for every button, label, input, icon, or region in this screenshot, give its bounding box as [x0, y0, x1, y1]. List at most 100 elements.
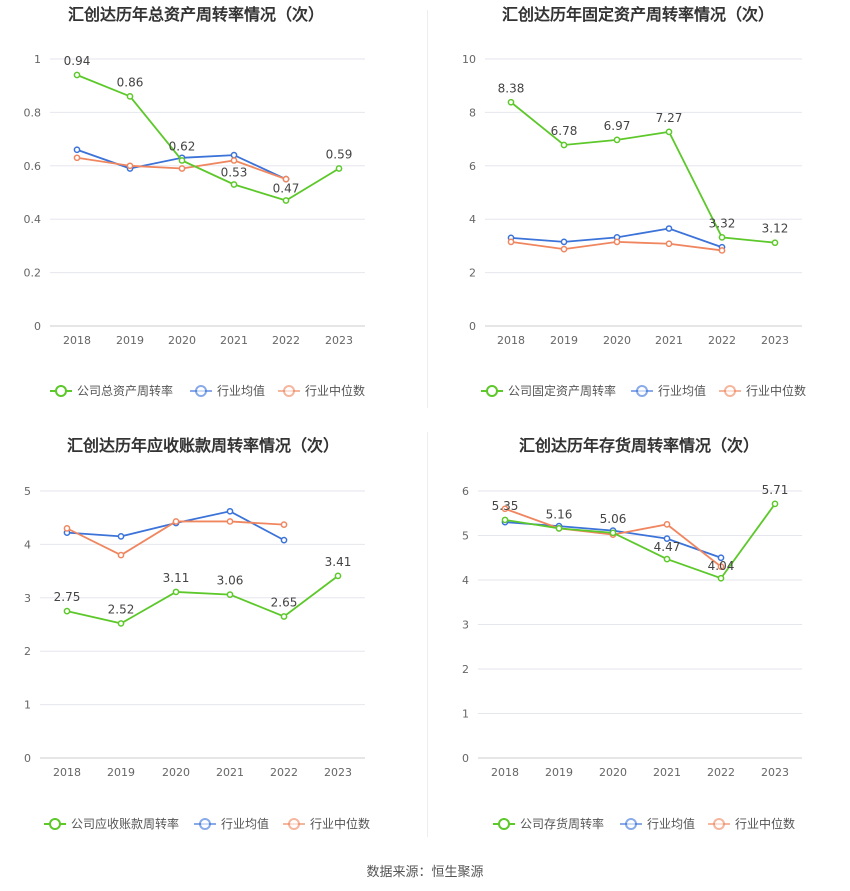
chart-4-series-company-point — [501, 516, 509, 524]
chart-2-y-tick-label: 10 — [462, 53, 476, 66]
chart-3-series-company-point — [226, 591, 234, 598]
chart-1-series-median-point — [230, 157, 238, 164]
chart-1-y-tick-label: 0.8 — [24, 106, 42, 119]
chart-2-series-company-point — [665, 128, 673, 136]
chart-1-x-tick-label: 2019 — [116, 334, 144, 347]
chart-2-data-label: 7.27 — [656, 111, 683, 125]
chart-3-series-average-point — [117, 533, 125, 540]
chart-2-series-median-point — [665, 240, 673, 248]
chart-3-y-tick-label: 1 — [24, 699, 31, 712]
chart-4-series-company-point — [555, 525, 563, 532]
chart-2-series-median-point — [507, 238, 515, 246]
chart-1-series-company-line — [76, 74, 340, 202]
chart-1-series-average-point — [230, 151, 238, 159]
chart-1-series-company-point — [282, 197, 290, 204]
chart-3-title: 汇创达历年应收账款周转率情况（次） — [67, 436, 339, 455]
chart-1-data-label: 0.86 — [117, 75, 144, 89]
chart-2-series-company-point — [507, 98, 515, 106]
chart-1-data-label: 0.62 — [169, 139, 196, 153]
chart-1-legend-median-label: 行业中位数 — [305, 383, 365, 398]
chart-4-series-median-point — [717, 563, 725, 571]
chart-4-x-tick-label: 2022 — [707, 766, 735, 779]
chart-3-legend-company-label: 公司应收账款周转率 — [71, 816, 179, 831]
chart-4-x-tick-label: 2019 — [545, 766, 573, 779]
chart-4-legend-median-marker — [713, 818, 725, 830]
chart-4-series-company-point — [717, 574, 725, 582]
chart-2-data-label: 8.38 — [498, 81, 525, 95]
chart-3-series-company-point — [280, 613, 288, 620]
chart-4-legend-company-label: 公司存货周转率 — [520, 816, 604, 831]
chart-2-series-company-point — [771, 239, 779, 247]
chart-4-y-tick-label: 3 — [462, 619, 469, 632]
chart-3-legend-median-marker — [288, 818, 300, 830]
chart-1-series-average-point — [73, 146, 81, 154]
chart-2-legend-company-marker — [486, 385, 498, 397]
chart-3-y-tick-label: 0 — [24, 752, 31, 765]
chart-3-series-company-point — [334, 572, 342, 580]
data-source-label: 数据来源：恒生聚源 — [366, 865, 484, 880]
chart-2-legend-average-marker — [636, 385, 648, 397]
chart-4-series-company-point — [663, 555, 671, 563]
chart-1-series-company-point — [73, 71, 81, 79]
chart-2-data-label: 3.12 — [762, 222, 789, 236]
chart-3-series-median-line — [66, 520, 285, 557]
chart-2-legend-company-label: 公司固定资产周转率 — [508, 383, 616, 398]
chart-1-series-average-line — [76, 148, 287, 180]
chart-2-y-tick-label: 0 — [469, 320, 476, 333]
chart-1-y-tick-label: 0.2 — [24, 267, 42, 280]
chart-2-x-tick-label: 2022 — [708, 334, 736, 347]
chart-3-data-label: 2.65 — [271, 595, 298, 609]
chart-2-data-label: 6.97 — [604, 119, 631, 133]
chart-4-legend-median-label: 行业中位数 — [735, 816, 795, 831]
chart-3-y-tick-label: 5 — [24, 485, 31, 498]
chart-2-legend-median-marker — [724, 385, 736, 397]
chart-4-legend-average-marker — [625, 818, 637, 830]
chart-1-series-company-point — [230, 181, 238, 188]
chart-4-data-label: 5.06 — [600, 512, 627, 526]
chart-2-x-tick-label: 2023 — [761, 334, 789, 347]
chart-3-series-company-point — [117, 620, 125, 627]
chart-3-series-average-point — [226, 507, 234, 515]
chart-4-series-company-line — [504, 503, 776, 580]
chart-1-y-tick-label: 1 — [34, 53, 41, 66]
chart-2-x-tick-label: 2018 — [497, 334, 525, 347]
chart-3-y-tick-label: 4 — [24, 538, 31, 551]
chart-4-data-label: 5.16 — [546, 507, 573, 521]
chart-2-x-tick-label: 2021 — [655, 334, 683, 347]
chart-4-x-tick-label: 2018 — [491, 766, 519, 779]
chart-1-y-tick-label: 0.4 — [24, 213, 42, 226]
chart-3-x-tick-label: 2022 — [270, 766, 298, 779]
chart-4-y-tick-label: 6 — [462, 485, 469, 498]
chart-3-data-label: 3.41 — [325, 555, 352, 569]
chart-1-x-tick-label: 2021 — [220, 334, 248, 347]
chart-3-y-tick-label: 3 — [24, 592, 31, 605]
chart-1-x-tick-label: 2018 — [63, 334, 91, 347]
chart-3-y-tick-label: 2 — [24, 645, 31, 658]
chart-2-y-tick-label: 4 — [469, 213, 476, 226]
chart-4-y-tick-label: 0 — [462, 752, 469, 765]
chart-2-series-median-point — [613, 238, 621, 246]
chart-1-data-label: 0.53 — [221, 165, 248, 179]
chart-2-series-company-point — [718, 234, 726, 241]
chart-1-data-label: 0.47 — [273, 182, 300, 196]
chart-1-legend-average-label: 行业均值 — [217, 383, 265, 398]
chart-2-series-median-point — [560, 245, 568, 253]
chart-4-series-median-point — [663, 521, 671, 528]
chart-4-y-tick-label: 5 — [462, 530, 469, 543]
chart-3-legend-company-marker — [49, 818, 61, 830]
chart-2-y-tick-label: 8 — [469, 106, 476, 119]
chart-2-series-company-point — [613, 136, 621, 144]
chart-3-x-tick-label: 2018 — [53, 766, 81, 779]
chart-3-series-company-point — [63, 607, 71, 615]
chart-1-series-median-point — [126, 162, 134, 170]
chart-2-series-average-point — [560, 238, 568, 246]
chart-2-legend-median-label: 行业中位数 — [746, 383, 806, 398]
chart-3-series-median-point — [63, 525, 71, 532]
chart-1-series-company-point — [335, 165, 343, 172]
chart-2-y-tick-label: 2 — [469, 267, 476, 280]
chart-3-legend-average-label: 行业均值 — [221, 816, 269, 831]
chart-2-y-tick-label: 6 — [469, 160, 476, 173]
chart-1-legend-median-marker — [283, 385, 295, 397]
chart-3-x-tick-label: 2023 — [324, 766, 352, 779]
